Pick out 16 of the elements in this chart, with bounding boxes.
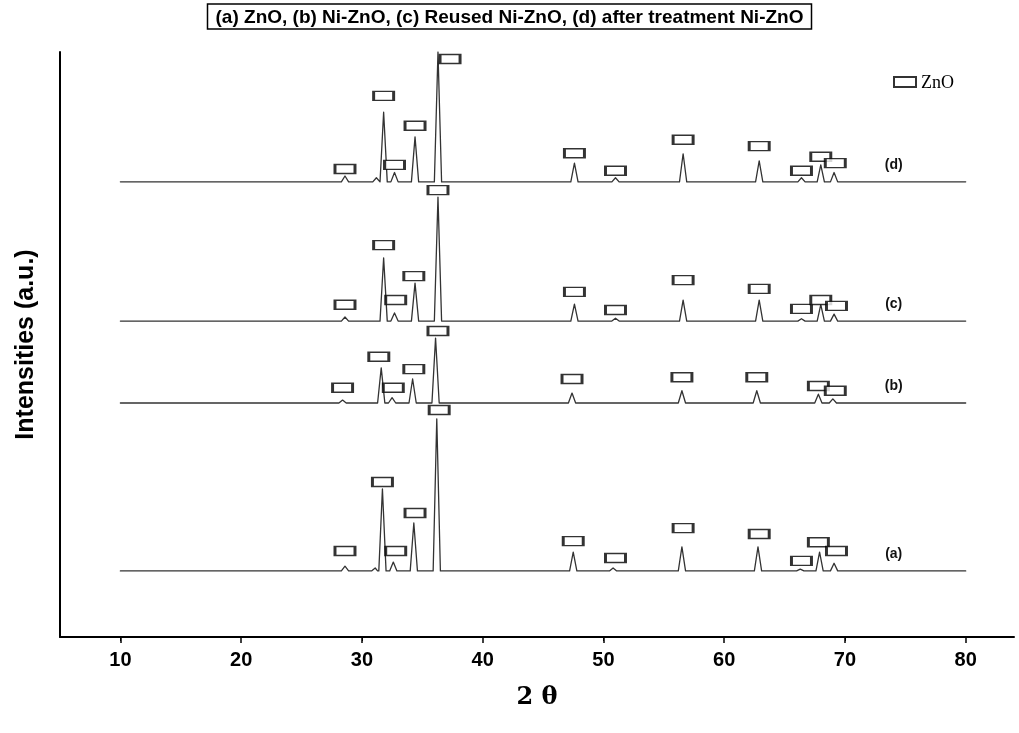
y-axis-title: Intensities (a.u.) — [9, 249, 38, 440]
x-tick-label: 70 — [833, 648, 857, 670]
x-tick-label: 60 — [713, 648, 736, 670]
chart-title: (a) ZnO, (b) Ni-ZnO, (c) Reused Ni-ZnO, (d) after treatment Ni-ZnO — [215, 6, 804, 27]
x-tick-label: 10 — [109, 648, 132, 670]
x-axis-title: 2 θ — [516, 680, 558, 710]
x-tick-label: 40 — [471, 648, 494, 670]
x-tick-label: 80 — [954, 648, 977, 670]
x-tick-label: 50 — [592, 648, 615, 670]
x-tick-label: 30 — [350, 648, 374, 670]
series-label: (c) — [885, 295, 903, 312]
x-tick-label: 20 — [230, 648, 253, 670]
series-label: (b) — [884, 377, 903, 393]
series-label: (a) — [885, 544, 903, 561]
series-label: (d) — [884, 155, 903, 172]
legend-label: ZnO — [921, 72, 955, 92]
